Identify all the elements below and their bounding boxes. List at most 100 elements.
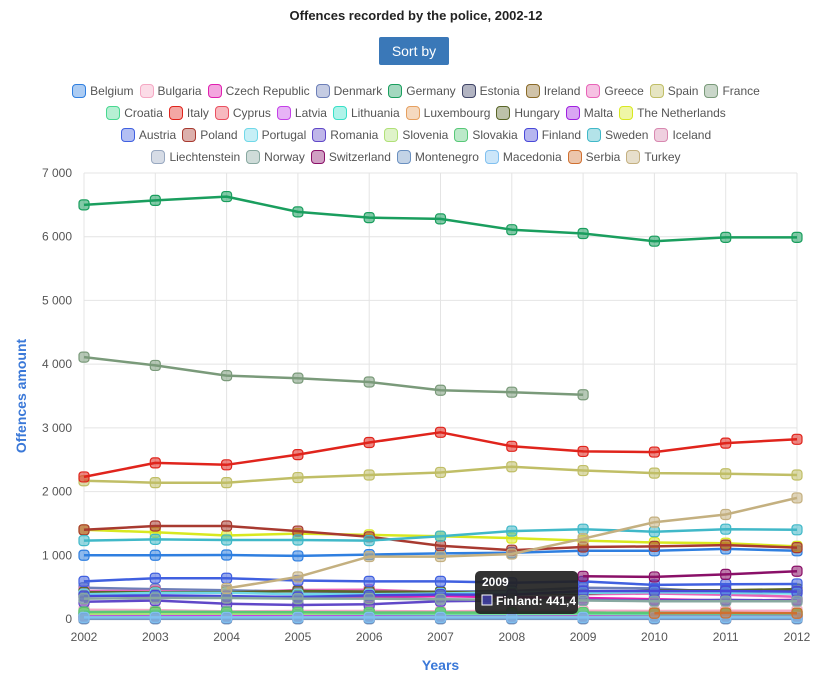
legend-item-luxembourg[interactable]: Luxembourg xyxy=(405,106,490,120)
data-point-germany xyxy=(149,194,161,206)
data-point-poland xyxy=(221,520,233,532)
legend-item-latvia[interactable]: Latvia xyxy=(276,106,327,120)
legend-item-bulgaria[interactable]: Bulgaria xyxy=(139,84,202,98)
legend-label: Slovenia xyxy=(402,128,449,142)
legend-label: Greece xyxy=(604,84,644,98)
legend-item-finland[interactable]: Finland xyxy=(523,128,581,142)
legend-swatch xyxy=(565,106,580,120)
data-point-italy xyxy=(363,436,375,449)
tooltip-box xyxy=(475,571,578,614)
data-point-italy xyxy=(292,449,304,461)
y-tick-label: 4 000 xyxy=(42,357,72,371)
legend-item-malta[interactable]: Malta xyxy=(565,106,613,120)
legend-item-slovakia[interactable]: Slovakia xyxy=(454,128,518,142)
legend-swatch xyxy=(332,106,347,120)
data-point-switzerland xyxy=(648,571,661,583)
legend-item-liechtenstein[interactable]: Liechtenstein xyxy=(151,150,240,164)
data-point-finland xyxy=(720,585,732,597)
legend-item-the-netherlands[interactable]: The Netherlands xyxy=(619,106,726,120)
data-point-germany xyxy=(720,231,732,243)
legend-item-ireland[interactable]: Ireland xyxy=(525,84,581,98)
sort-button[interactable]: Sort by xyxy=(379,37,449,65)
legend-item-cyprus[interactable]: Cyprus xyxy=(214,106,271,120)
legend-item-norway[interactable]: Norway xyxy=(246,150,305,164)
legend-item-slovenia[interactable]: Slovenia xyxy=(384,128,448,142)
legend-item-turkey[interactable]: Turkey xyxy=(626,150,681,164)
data-point-poland xyxy=(648,540,661,552)
legend-swatch xyxy=(496,106,511,120)
data-point-macedonia xyxy=(221,611,233,624)
data-point-sweden xyxy=(720,523,732,535)
x-tick-label: 2012 xyxy=(784,630,811,644)
data-point-germany xyxy=(648,235,661,247)
data-point-germany xyxy=(434,213,447,225)
legend-item-montenegro[interactable]: Montenegro xyxy=(396,150,479,164)
legend-item-belgium[interactable]: Belgium xyxy=(72,84,134,98)
legend-item-sweden[interactable]: Sweden xyxy=(587,128,648,142)
x-tick-label: 2005 xyxy=(285,630,312,644)
legend-swatch xyxy=(567,150,582,164)
legend-label: Poland xyxy=(200,128,238,142)
legend-label: Lithuania xyxy=(350,106,400,120)
data-point-germany xyxy=(363,212,375,224)
data-point-norway xyxy=(577,594,589,607)
legend-item-austria[interactable]: Austria xyxy=(120,128,176,142)
legend-label: Germany xyxy=(406,84,456,98)
legend-label: Estonia xyxy=(479,84,520,98)
data-point-turkey xyxy=(221,582,233,595)
legend-item-spain[interactable]: Spain xyxy=(649,84,699,98)
tooltip-swatch xyxy=(481,594,493,606)
legend-item-germany[interactable]: Germany xyxy=(388,84,456,98)
legend-swatch xyxy=(654,128,669,142)
y-tick-label: 6 000 xyxy=(42,230,72,244)
data-point-sweden xyxy=(648,526,661,538)
data-point-poland xyxy=(720,539,732,551)
legend-swatch xyxy=(182,128,197,142)
legend-label: Switzerland xyxy=(328,150,391,164)
legend-label: Ireland xyxy=(543,84,581,98)
legend-item-croatia[interactable]: Croatia xyxy=(106,106,163,120)
legend-label: Spain xyxy=(667,84,699,98)
legend-item-france[interactable]: France xyxy=(704,84,760,98)
legend-item-iceland[interactable]: Iceland xyxy=(654,128,711,142)
legend-item-lithuania[interactable]: Lithuania xyxy=(332,106,400,120)
legend-item-romania[interactable]: Romania xyxy=(312,128,378,142)
data-point-germany xyxy=(221,190,233,203)
x-tick-label: 2010 xyxy=(641,630,668,644)
legend-item-czech-republic[interactable]: Czech Republic xyxy=(207,84,310,98)
data-point-italy xyxy=(648,446,661,458)
data-point-sweden xyxy=(506,525,518,537)
data-point-spain xyxy=(577,464,589,477)
data-point-france xyxy=(149,359,161,372)
legend-swatch xyxy=(243,128,258,142)
data-point-spain xyxy=(221,477,233,489)
legend-item-italy[interactable]: Italy xyxy=(168,106,209,120)
legend-item-switzerland[interactable]: Switzerland xyxy=(310,150,391,164)
legend-item-serbia[interactable]: Serbia xyxy=(567,150,620,164)
legend-label: Turkey xyxy=(644,150,681,164)
legend-swatch xyxy=(168,106,183,120)
legend-swatch xyxy=(312,128,327,142)
data-point-switzerland xyxy=(577,570,589,582)
legend-item-denmark[interactable]: Denmark xyxy=(315,84,382,98)
legend-item-greece[interactable]: Greece xyxy=(586,84,644,98)
legend-swatch xyxy=(649,84,664,98)
legend-swatch xyxy=(587,128,602,142)
legend-item-macedonia[interactable]: Macedonia xyxy=(484,150,562,164)
legend-swatch xyxy=(246,150,261,164)
data-point-spain xyxy=(292,471,304,484)
data-point-france xyxy=(506,386,518,398)
legend-item-portugal[interactable]: Portugal xyxy=(243,128,306,142)
legend-swatch xyxy=(207,84,222,98)
series-line-switzerland xyxy=(583,569,798,579)
x-tick-label: 2008 xyxy=(498,630,525,644)
legend: Belgium Bulgaria Czech Republic Denmark Germ… xyxy=(0,80,832,168)
legend-item-hungary[interactable]: Hungary xyxy=(496,106,560,120)
legend-item-estonia[interactable]: Estonia xyxy=(461,84,520,98)
data-point-austria xyxy=(363,575,375,588)
legend-item-poland[interactable]: Poland xyxy=(182,128,238,142)
legend-swatch xyxy=(276,106,291,120)
chart-title: Offences recorded by the police, 2002-12 xyxy=(289,8,543,23)
data-point-italy xyxy=(506,440,518,452)
